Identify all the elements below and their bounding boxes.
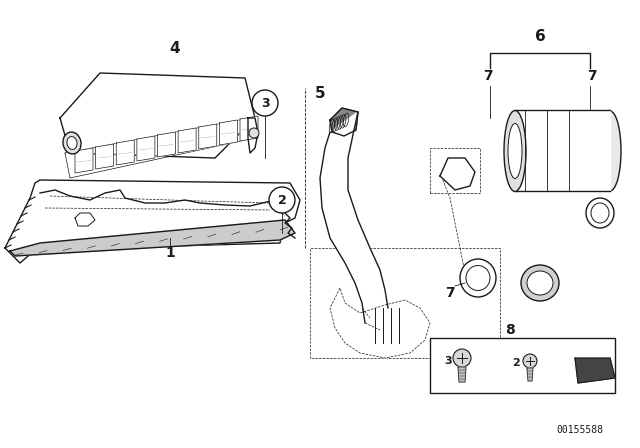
Polygon shape bbox=[95, 144, 114, 169]
Circle shape bbox=[269, 187, 295, 213]
Polygon shape bbox=[220, 120, 237, 145]
Polygon shape bbox=[527, 368, 533, 381]
Polygon shape bbox=[10, 220, 295, 256]
Ellipse shape bbox=[521, 265, 559, 301]
Polygon shape bbox=[240, 116, 258, 141]
Ellipse shape bbox=[591, 203, 609, 223]
Polygon shape bbox=[137, 136, 155, 161]
Ellipse shape bbox=[527, 271, 553, 295]
Polygon shape bbox=[440, 158, 475, 190]
Polygon shape bbox=[199, 124, 217, 149]
Polygon shape bbox=[330, 108, 358, 136]
Ellipse shape bbox=[67, 137, 77, 150]
Circle shape bbox=[252, 90, 278, 116]
Polygon shape bbox=[515, 110, 610, 191]
Ellipse shape bbox=[508, 124, 522, 178]
Polygon shape bbox=[458, 367, 466, 382]
Circle shape bbox=[453, 349, 471, 367]
Text: 8: 8 bbox=[505, 323, 515, 337]
Polygon shape bbox=[5, 180, 300, 263]
Polygon shape bbox=[248, 118, 258, 153]
Text: 7: 7 bbox=[483, 69, 493, 83]
Text: 6: 6 bbox=[534, 29, 545, 43]
Text: 3: 3 bbox=[444, 356, 452, 366]
Ellipse shape bbox=[63, 132, 81, 154]
Ellipse shape bbox=[586, 198, 614, 228]
Text: 4: 4 bbox=[170, 40, 180, 56]
Polygon shape bbox=[575, 358, 615, 383]
Polygon shape bbox=[75, 148, 93, 173]
Polygon shape bbox=[330, 288, 430, 358]
FancyBboxPatch shape bbox=[430, 338, 615, 393]
Ellipse shape bbox=[466, 266, 490, 290]
Polygon shape bbox=[60, 73, 255, 158]
Polygon shape bbox=[65, 118, 255, 178]
Text: 2: 2 bbox=[278, 194, 286, 207]
Circle shape bbox=[249, 128, 259, 138]
Text: 5: 5 bbox=[315, 86, 325, 100]
Text: 00155588: 00155588 bbox=[557, 425, 604, 435]
Circle shape bbox=[523, 354, 537, 368]
Text: 3: 3 bbox=[260, 96, 269, 109]
Text: 2: 2 bbox=[512, 358, 520, 368]
Polygon shape bbox=[178, 128, 196, 153]
Ellipse shape bbox=[504, 111, 526, 191]
Ellipse shape bbox=[460, 259, 496, 297]
Polygon shape bbox=[320, 112, 388, 323]
Text: 7: 7 bbox=[445, 286, 455, 300]
Text: 7: 7 bbox=[587, 69, 597, 83]
Polygon shape bbox=[157, 132, 175, 157]
Polygon shape bbox=[116, 140, 134, 165]
Ellipse shape bbox=[599, 111, 621, 191]
Text: 1: 1 bbox=[165, 246, 175, 260]
